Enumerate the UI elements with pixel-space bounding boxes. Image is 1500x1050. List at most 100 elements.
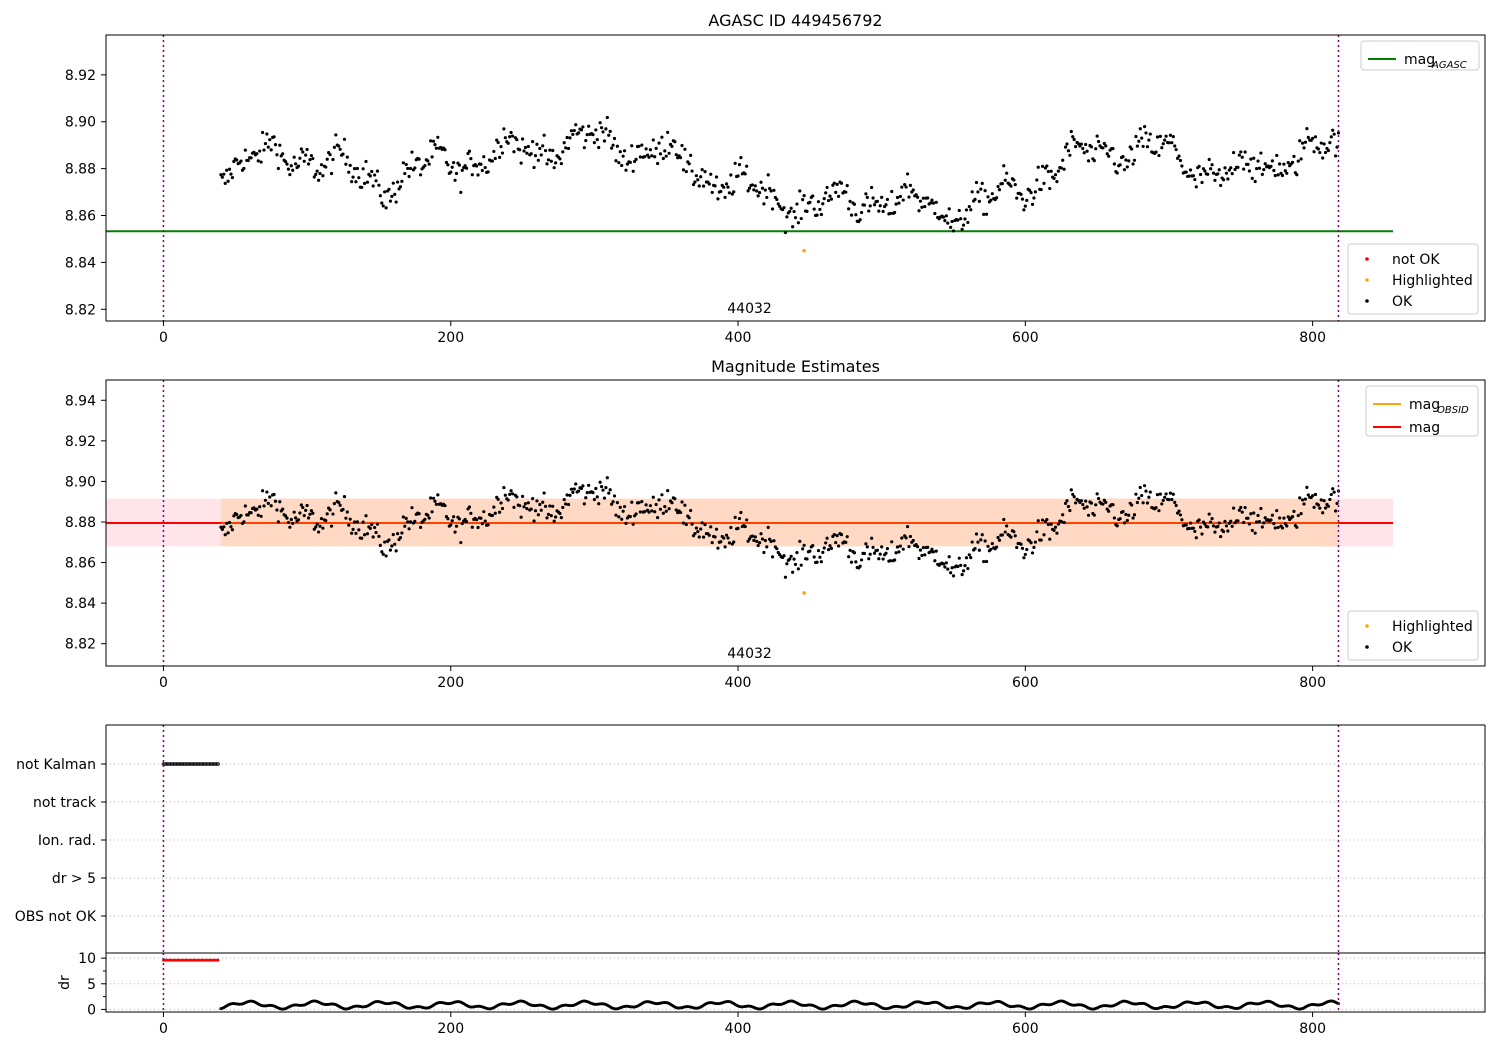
ok-point [499,501,503,505]
ok-point [449,170,453,174]
ok-point [1285,524,1289,528]
ok-point [482,155,486,159]
ok-point [755,189,759,193]
ok-point [836,544,841,548]
ok-point [551,504,555,508]
ok-point [249,156,253,160]
ok-point [928,201,933,205]
ok-point [941,562,946,566]
ok-point [503,493,507,497]
ok-point [265,490,269,494]
ok-point [791,570,795,574]
ok-point [433,143,437,147]
ok-point [1002,164,1006,168]
ok-point [736,174,740,178]
ok-point [931,201,936,205]
y-tick-label: 8.94 [65,393,96,409]
ok-point [663,505,667,509]
ok-point [403,524,407,528]
ok-point [490,513,495,518]
legend-point-label: not OK [1392,252,1440,268]
ok-point [819,212,823,217]
ok-point [890,189,894,194]
ok-point [1280,526,1285,530]
legend-point-label: Highlighted [1392,619,1473,635]
ok-point [753,184,757,188]
ok-point [286,167,291,171]
ok-point [388,548,393,552]
ok-point [460,521,464,526]
ok-point [535,142,539,146]
ok-point [1226,529,1230,533]
ok-point [222,525,226,529]
ok-point [614,513,618,517]
ok-point [973,197,977,201]
ok-point [1313,492,1318,497]
ok-point [746,539,750,543]
ok-point [983,189,987,193]
ok-point [785,562,789,566]
ok-point [709,525,713,529]
ok-point [1085,149,1089,153]
ok-point [1224,524,1229,528]
obsid-label: 44032 [727,301,772,317]
ok-point [532,165,536,170]
ok-point [723,545,727,549]
ok-point [926,545,930,550]
ok-point [463,164,467,168]
ok-point [490,159,495,163]
ok-point [612,136,617,141]
ok-point [341,152,345,156]
ok-point [961,569,966,573]
ok-point [260,489,265,493]
x-tick-label: 600 [1012,330,1039,346]
ok-point [219,173,223,177]
ok-point [1329,492,1333,497]
ok-point [1168,491,1173,495]
ok-point [634,512,638,516]
line-legend-box [1360,40,1480,71]
ok-point [934,549,938,553]
ok-point [476,525,480,530]
ok-point [243,148,247,152]
ok-point [1305,485,1309,489]
ok-point [1323,506,1328,510]
ok-point [963,564,967,568]
ok-point [571,132,575,137]
ok-point [979,538,983,542]
ok-point [1300,141,1305,145]
ok-point [361,520,365,524]
ok-point [574,123,578,127]
ok-point [1048,537,1052,541]
ok-point [531,497,535,501]
ok-point [713,184,717,188]
ok-point [673,497,677,501]
ok-point [1198,172,1203,177]
ok-point [365,532,370,536]
ok-point [710,540,714,545]
ok-point [302,514,306,518]
ok-point [885,197,890,202]
x-tick-label: 400 [725,330,752,346]
ok-point [763,538,767,543]
ok-point [690,169,694,173]
ok-point [752,188,756,192]
ok-point [226,531,230,535]
ok-point [1296,159,1300,163]
ok-point [263,141,268,146]
ok-point [410,150,414,154]
ok-point [1229,519,1233,523]
ok-point [667,507,671,511]
ok-point [315,169,319,173]
ok-point [562,497,566,502]
ok-point [943,565,947,569]
ok-point [541,500,545,504]
ok-point [470,525,474,529]
ok-point [459,540,463,545]
ok-point [1020,197,1025,201]
ok-point [1221,529,1226,534]
ok-point [1158,134,1162,139]
ok-point [1229,166,1233,170]
ok-point [1232,506,1236,510]
